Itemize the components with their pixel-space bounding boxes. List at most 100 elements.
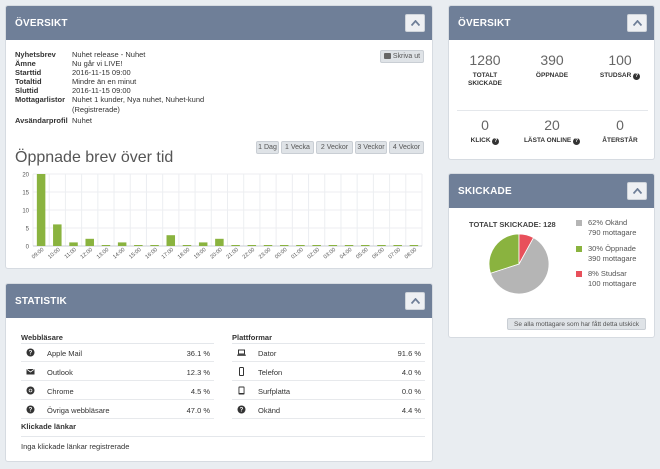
chart-bar <box>263 245 273 246</box>
row-name: Chrome <box>47 387 74 396</box>
statistics-panel: Statistik Webbläsare Plattformar ? Apple … <box>5 283 433 462</box>
envelope-icon <box>26 368 35 375</box>
info-key: Starttid <box>15 68 42 77</box>
pie-slice <box>518 233 534 265</box>
row-icon-wrap: ? <box>237 405 246 414</box>
legend-text: 62% Okänd 790 mottagare <box>588 218 654 238</box>
row-icon-wrap <box>26 367 35 376</box>
y-tick-label: 20 <box>22 173 29 179</box>
help-icon[interactable]: ? <box>573 138 581 145</box>
x-tick-label: 01:00 <box>290 247 304 260</box>
info-key: Sluttid <box>15 86 39 95</box>
question-icon: ? <box>237 405 246 414</box>
table-row: Outlook 12.3 % <box>21 363 214 381</box>
see-all-recipients-label: Se alla mottagare som har fått detta uts… <box>513 321 639 328</box>
range-button[interactable]: 2 Veckor <box>316 141 353 154</box>
row-icon-wrap: ? <box>26 348 35 357</box>
x-tick-label: 09:00 <box>31 247 45 260</box>
collapse-button[interactable] <box>405 14 425 32</box>
chart-bar <box>101 245 111 246</box>
x-tick-label: 19:00 <box>193 247 207 260</box>
chart-bar <box>328 245 338 246</box>
row-percent: 12.3 % <box>186 368 210 377</box>
summary-panel: Översikt 1280 Totalt skickade 390 Öppnade 10… <box>448 5 655 160</box>
stat-label: Klick ? <box>455 137 515 145</box>
range-button[interactable]: 1 Dag <box>256 141 279 154</box>
chart-bar <box>215 238 224 246</box>
x-tick-label: 00:00 <box>274 247 288 260</box>
print-button[interactable]: Skriva ut <box>380 50 424 63</box>
statistics-panel-title: Statistik <box>15 296 67 307</box>
tablet-icon <box>238 386 245 395</box>
range-button[interactable]: 4 Veckor <box>389 141 424 154</box>
chevron-up-icon <box>411 20 420 26</box>
opened-over-time-chart: 20 15 10 5 0 09:00 10:00 11:00 12:00 13:00 14:00 15… <box>22 173 423 260</box>
x-tick-label: 20:00 <box>209 247 223 260</box>
pie-slice <box>489 237 550 295</box>
x-tick-label: 07:00 <box>388 247 402 260</box>
row-icon-wrap <box>237 367 246 376</box>
table-row: Surfplatta 0.0 % <box>232 382 425 400</box>
x-tick-label: 10:00 <box>47 247 61 260</box>
stat-value: 1280 <box>469 52 501 68</box>
links-heading: Klickade länkar <box>21 422 77 431</box>
legend-line2: 390 mottagare <box>588 254 637 263</box>
row-name: Outlook <box>47 368 73 377</box>
chart-bar <box>361 245 370 246</box>
row-percent: 4.0 % <box>401 368 421 377</box>
apple-icon: ? <box>26 348 35 357</box>
sent-panel: Skickade TOTALT SKICKADE: 128 62% Okänd 7… <box>448 173 655 338</box>
x-tick-label: 13:00 <box>96 247 110 260</box>
legend-line1: 8% Studsar <box>588 269 627 278</box>
info-value: Nuhet <box>72 116 93 125</box>
legend-swatch <box>576 246 582 252</box>
phone-icon <box>239 367 244 376</box>
chevron-up-icon <box>411 298 420 304</box>
total-sent-label: TOTALT SKICKADE: 128 <box>469 220 556 229</box>
row-name: Okänd <box>258 406 281 415</box>
question-icon: ? <box>26 405 35 414</box>
help-icon[interactable]: ? <box>633 73 641 80</box>
collapse-button[interactable] <box>627 182 647 200</box>
stat-label: Återstår <box>590 137 650 145</box>
summary-panel-header: Översikt <box>449 6 654 40</box>
stat-label: Lästa online ? <box>522 137 582 145</box>
legend-text: 30% Öppnade 390 mottagare <box>588 244 654 264</box>
collapse-button[interactable] <box>627 14 647 32</box>
help-icon[interactable]: ? <box>492 138 500 145</box>
chart-bar <box>182 245 192 246</box>
see-all-recipients-button[interactable]: Se alla mottagare som har fått detta uts… <box>507 318 646 330</box>
legend-line1: 30% Öppnade <box>588 244 636 253</box>
table-row: ? Okänd 4.4 % <box>232 401 425 419</box>
laptop-icon <box>237 349 246 356</box>
divider <box>232 343 425 344</box>
x-tick-label: 18:00 <box>177 247 191 260</box>
table-row: Telefon 4.0 % <box>232 363 425 381</box>
y-tick-label: 0 <box>26 245 30 251</box>
chevron-up-icon <box>633 20 642 26</box>
chart-bar <box>150 245 159 246</box>
legend-swatch <box>576 271 582 277</box>
info-key: Avsändarprofil <box>15 116 68 125</box>
info-value: Nu går vi LIVE! <box>72 59 123 68</box>
collapse-button[interactable] <box>405 292 425 310</box>
info-key: Mottagarlistor <box>15 95 66 104</box>
stat-item: 0 Återstår <box>590 117 650 145</box>
info-value: Nuhet release - Nuhet <box>72 50 146 59</box>
chart-bar <box>279 245 289 246</box>
chart-bar <box>85 238 94 246</box>
y-tick-label: 15 <box>22 191 29 197</box>
chart-bar <box>36 174 46 246</box>
chart-heading: Öppnade brev över tid <box>15 149 174 166</box>
row-name: Telefon <box>258 368 283 377</box>
stat-label-text: Studsar <box>599 72 632 79</box>
legend-text: 8% Studsar 100 mottagare <box>588 269 654 289</box>
range-button[interactable]: 3 Veckor <box>355 141 387 154</box>
x-tick-label: 15:00 <box>128 247 142 260</box>
range-button[interactable]: 1 Vecka <box>281 141 314 154</box>
stat-label-text: Totalt skickade <box>468 72 502 87</box>
row-icon-wrap <box>237 348 246 357</box>
x-tick-label: 08:00 <box>404 247 418 260</box>
stat-label-text: Klick <box>470 137 491 144</box>
svg-text:?: ? <box>29 351 33 357</box>
